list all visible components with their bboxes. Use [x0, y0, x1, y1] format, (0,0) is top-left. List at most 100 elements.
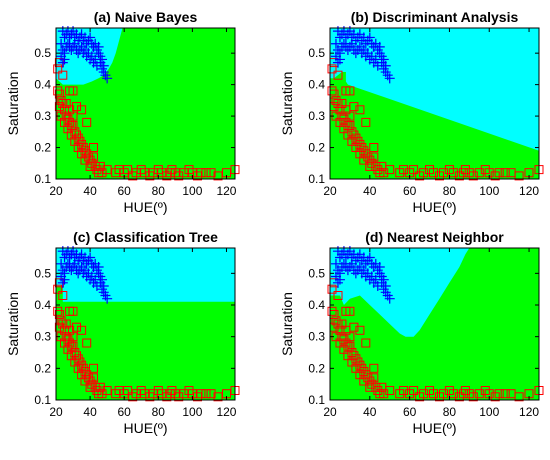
points-group — [53, 26, 240, 181]
data-point-class2 — [364, 32, 375, 43]
y-tick-label: 0.1 — [308, 393, 325, 407]
data-point-class2 — [346, 258, 357, 269]
data-point-class1 — [83, 373, 93, 383]
points-group — [327, 246, 544, 402]
y-tick-label: 0.2 — [34, 361, 51, 375]
y-tick-label: 0.5 — [34, 46, 51, 60]
data-point-class1 — [448, 168, 458, 178]
x-tick-label: 120 — [216, 405, 236, 419]
data-point-class1 — [58, 291, 68, 300]
data-point-class1 — [145, 392, 155, 402]
data-point-class1 — [419, 168, 429, 178]
x-axis-label: HUE(º) — [124, 199, 168, 215]
data-point-class1 — [90, 382, 100, 392]
data-point-class2 — [102, 293, 113, 304]
data-point-class1 — [468, 171, 478, 181]
data-point-class1 — [448, 389, 458, 399]
data-point-class2 — [334, 54, 345, 65]
y-tick-label: 0.2 — [34, 141, 51, 155]
data-point-class1 — [174, 392, 184, 402]
data-point-class1 — [61, 332, 71, 342]
axes-frame — [329, 247, 540, 401]
data-point-class1 — [63, 124, 73, 134]
y-tick-label: 0.5 — [34, 266, 51, 280]
data-point-class1 — [61, 111, 71, 121]
data-point-class1 — [170, 389, 180, 399]
data-point-class1 — [95, 161, 105, 171]
data-point-class2 — [59, 54, 70, 65]
data-point-class1 — [53, 64, 63, 74]
data-point-class1 — [85, 376, 95, 386]
data-point-class1 — [500, 389, 510, 399]
data-point-class1 — [468, 392, 478, 402]
y-axis-label: Saturation — [279, 72, 295, 136]
x-tick-label: 80 — [152, 405, 166, 419]
x-tick-label: 40 — [363, 184, 377, 198]
data-point-class1 — [345, 341, 355, 351]
data-point-class2 — [384, 73, 395, 84]
data-point-class1 — [82, 149, 92, 159]
data-point-class1 — [70, 357, 80, 367]
panel-title: (a) Naive Bayes — [94, 9, 198, 25]
data-point-class1 — [333, 291, 343, 300]
panel-3: 20 40 60 80 100 120 0.1 0.2 0.3 0.4 0.5 (c) Classif… — [5, 229, 240, 436]
y-tick-label: 0.4 — [308, 78, 325, 92]
data-point-class1 — [73, 363, 83, 373]
x-tick-label: 20 — [323, 405, 337, 419]
data-point-class1 — [494, 168, 504, 178]
data-point-class2 — [90, 274, 101, 285]
data-point-class1 — [72, 130, 81, 140]
y-tick-label: 0.5 — [308, 266, 325, 280]
data-point-class2 — [85, 252, 96, 263]
data-point-class2 — [364, 252, 375, 263]
data-point-class1 — [369, 373, 379, 383]
data-point-class1 — [61, 99, 71, 108]
data-point-class2 — [69, 38, 80, 49]
data-point-class1 — [327, 284, 337, 294]
x-tick-label: 80 — [152, 184, 166, 198]
data-point-class1 — [375, 168, 385, 178]
data-point-class1 — [78, 363, 88, 373]
data-point-class1 — [72, 351, 81, 361]
data-point-class1 — [331, 316, 341, 326]
data-point-class1 — [89, 373, 98, 383]
data-point-class1 — [65, 338, 75, 348]
data-point-class1 — [58, 70, 68, 80]
data-point-class1 — [196, 389, 206, 399]
x-tick-label: 20 — [49, 405, 63, 419]
data-point-class1 — [167, 386, 177, 395]
data-point-class1 — [458, 389, 468, 399]
data-point-class1 — [361, 117, 371, 127]
data-point-class1 — [439, 168, 448, 178]
data-point-class1 — [327, 306, 337, 316]
data-point-class1 — [201, 389, 211, 399]
x-tick-label: 100 — [182, 184, 202, 198]
data-point-class1 — [514, 392, 524, 402]
data-point-class1 — [94, 168, 104, 178]
data-point-class1 — [89, 152, 98, 162]
y-axis-label: Saturation — [5, 72, 21, 136]
data-point-class1 — [345, 121, 355, 130]
data-point-class1 — [92, 386, 102, 395]
data-point-class1 — [206, 168, 216, 178]
data-point-class1 — [369, 363, 379, 373]
data-point-class2 — [91, 281, 102, 291]
x-tick-label: 100 — [479, 184, 499, 198]
x-tick-label: 80 — [443, 184, 457, 198]
x-tick-label: 120 — [519, 184, 539, 198]
data-point-class1 — [128, 171, 138, 181]
data-point-class1 — [54, 102, 64, 112]
data-point-class1 — [184, 386, 194, 395]
data-point-class1 — [68, 341, 78, 351]
x-tick-label: 100 — [182, 405, 202, 419]
x-tick-label: 60 — [118, 405, 132, 419]
data-point-class1 — [68, 86, 78, 96]
data-point-class1 — [369, 143, 379, 152]
data-point-class1 — [136, 165, 146, 175]
points-group — [327, 26, 544, 181]
data-point-class1 — [153, 386, 163, 395]
data-point-class1 — [327, 64, 337, 74]
x-tick-label: 40 — [83, 405, 97, 419]
data-point-class1 — [184, 165, 194, 175]
data-point-class1 — [345, 306, 355, 316]
